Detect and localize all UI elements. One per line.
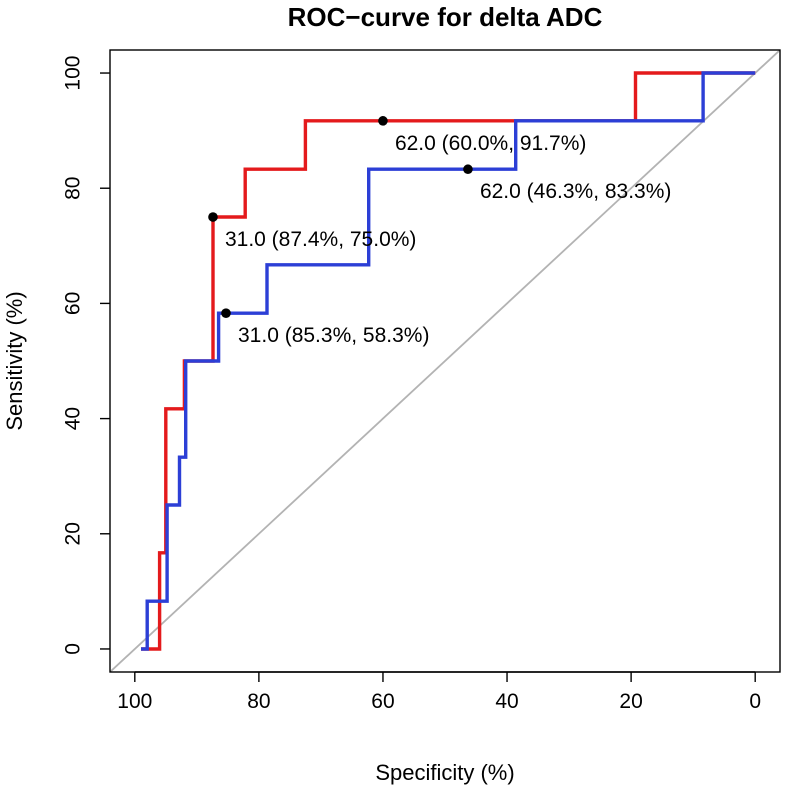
- y-tick-label-20: 20: [62, 522, 85, 545]
- x-axis-label: Specificity (%): [375, 760, 514, 785]
- threshold-point-red-2: [378, 116, 388, 126]
- x-tick-label-0: 0: [749, 690, 761, 713]
- x-tick-label-40: 40: [495, 690, 518, 713]
- x-tick-label-60: 60: [371, 690, 394, 713]
- x-tick-label-100: 100: [117, 690, 152, 713]
- roc-curve-blue: [141, 71, 756, 651]
- threshold-point-red-1: [208, 212, 218, 222]
- plot-area: 31.0 (87.4%, 75.0%) 62.0 (60.0%, 91.7%) 31…: [62, 49, 781, 713]
- threshold-point-blue-1: [221, 308, 231, 318]
- y-tick-label-40: 40: [62, 407, 85, 430]
- y-axis-label: Sensitivity (%): [2, 291, 27, 430]
- y-tick-label-100: 100: [62, 56, 85, 91]
- y-tick-label-60: 60: [62, 292, 85, 315]
- threshold-label-blue-2: 62.0 (46.3%, 83.3%): [480, 180, 671, 203]
- diagonal-reference-line: [110, 50, 780, 672]
- threshold-label-blue-1: 31.0 (85.3%, 58.3%): [238, 324, 429, 347]
- threshold-label-red-1: 31.0 (87.4%, 75.0%): [225, 228, 416, 251]
- threshold-point-blue-2: [463, 164, 473, 175]
- y-tick-label-0: 0: [62, 643, 85, 655]
- threshold-label-red-2: 62.0 (60.0%, 91.7%): [395, 132, 586, 155]
- y-tick-label-80: 80: [62, 177, 85, 200]
- x-tick-label-20: 20: [619, 690, 642, 713]
- chart-title: ROC−curve for delta ADC: [288, 2, 603, 32]
- x-tick-label-80: 80: [247, 690, 270, 713]
